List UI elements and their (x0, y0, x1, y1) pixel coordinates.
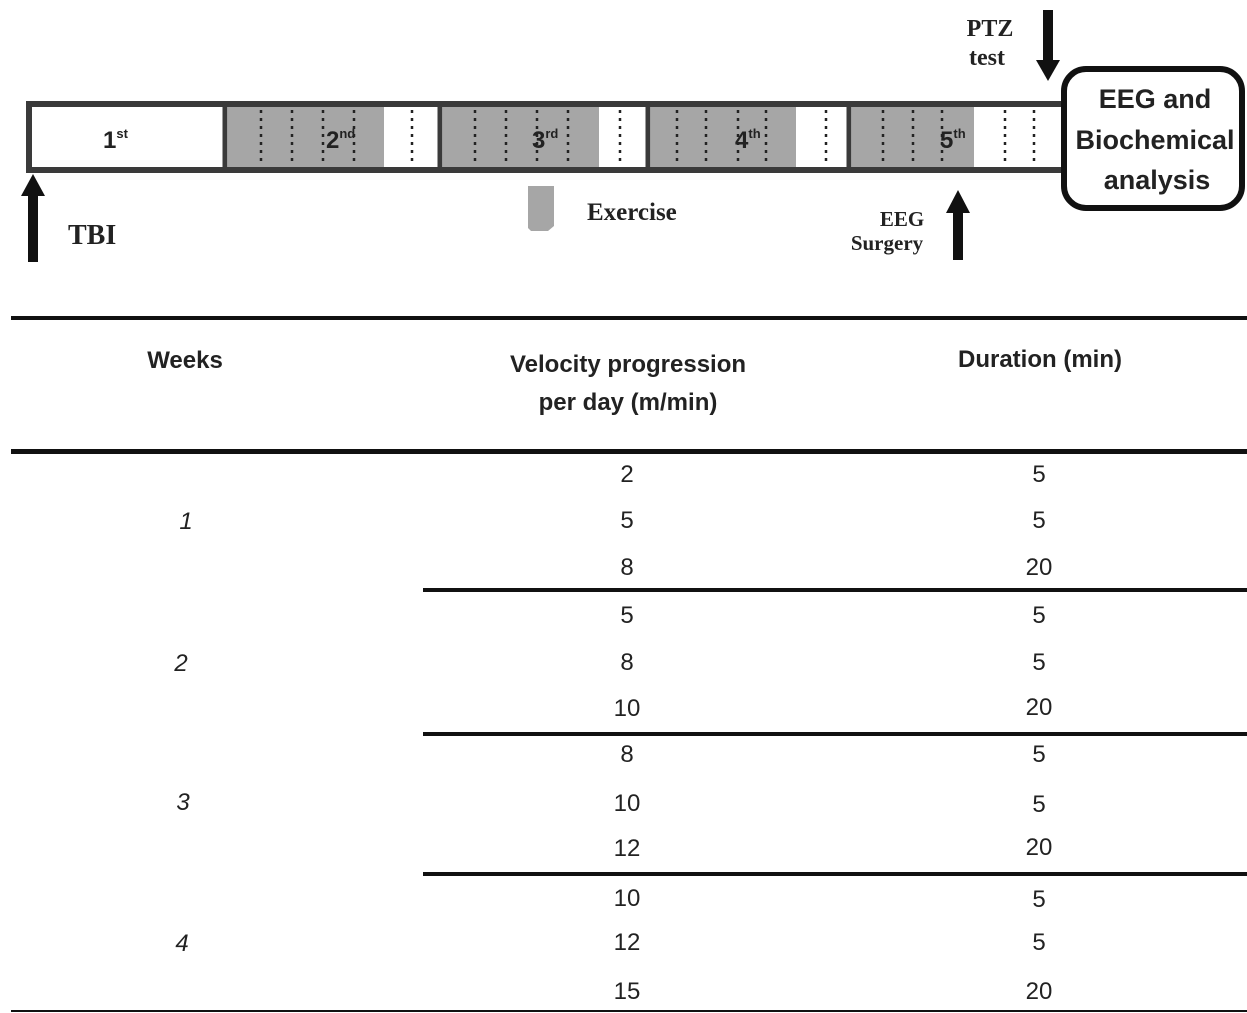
eeg-surgery-label-line-1: EEG (880, 207, 924, 231)
ptz-down-arrow-icon (1036, 10, 1060, 81)
header-velocity: Velocity progression per day (m/min) (448, 346, 808, 422)
week-cell-2: 2 (174, 650, 188, 677)
week-label-5: 5th (940, 126, 966, 154)
velocity-cell: 2 (620, 461, 634, 488)
duration-cell: 5 (1032, 741, 1046, 768)
duration-cell: 20 (1025, 694, 1053, 721)
velocity-cell: 5 (620, 507, 634, 534)
eeg-surgery-up-arrow-icon (946, 190, 970, 260)
velocity-cell: 12 (613, 835, 641, 862)
experimental-timeline: 1st 2nd 3rd 4th 5th EEG and Biochemical … (21, 10, 1245, 262)
eeg-surgery-label-line-2: Surgery (851, 231, 924, 255)
ptz-label-line-2: test (969, 45, 1005, 71)
final-box-line-1: EEG and (1099, 84, 1212, 114)
exercise-block-week-3 (443, 107, 599, 167)
duration-cell: 5 (1032, 791, 1046, 818)
group-rule (423, 732, 1247, 736)
eeg-biochemical-box (1061, 66, 1245, 211)
velocity-cell: 5 (620, 602, 634, 629)
week-cell-4: 4 (175, 930, 189, 957)
day-separators (259, 110, 1036, 166)
header-velocity-line-2: per day (m/min) (538, 389, 718, 416)
week-label-3: 3rd (532, 126, 558, 154)
week-cell-3: 3 (176, 789, 190, 816)
week-separators (222, 104, 852, 170)
header-duration: Duration (min) (958, 346, 1122, 373)
exercise-protocol-table: Weeks Velocity progression per day (m/mi… (0, 300, 1247, 1013)
final-box-line-2: Biochemical (1075, 125, 1234, 155)
velocity-cell: 10 (613, 790, 641, 817)
velocity-cell: 15 (613, 978, 641, 1005)
velocity-cell: 12 (613, 929, 641, 956)
table-header-rule (11, 449, 1247, 454)
duration-cell: 5 (1032, 886, 1046, 913)
exercise-legend-swatch (528, 186, 554, 231)
table-top-rule (11, 316, 1247, 320)
week-cell-1: 1 (179, 508, 193, 535)
velocity-cell: 10 (613, 695, 641, 722)
tbi-up-arrow-icon (21, 174, 45, 262)
header-weeks: Weeks (147, 347, 223, 374)
table-bottom-rule (11, 1010, 1247, 1012)
duration-cell: 20 (1025, 554, 1053, 581)
ptz-label-line-1: PTZ (967, 16, 1014, 42)
duration-cell: 20 (1025, 834, 1053, 861)
week-label-1: 1st (103, 126, 129, 154)
velocity-cell: 8 (620, 649, 634, 676)
duration-cell: 5 (1032, 649, 1046, 676)
duration-cell: 5 (1032, 602, 1046, 629)
exercise-block-week-2 (228, 107, 384, 167)
final-box-line-3: analysis (1104, 165, 1211, 195)
header-velocity-line-1: Velocity progression (509, 351, 747, 378)
tbi-label: TBI (68, 220, 116, 251)
week-label-4: 4th (735, 126, 761, 154)
velocity-cell: 8 (620, 554, 634, 581)
group-rule (423, 588, 1247, 592)
exercise-label: Exercise (587, 199, 677, 226)
duration-cell: 20 (1025, 978, 1053, 1005)
duration-cell: 5 (1032, 929, 1046, 956)
week-label-2: 2nd (326, 126, 355, 154)
group-rule (423, 872, 1247, 876)
velocity-cell: 10 (613, 885, 641, 912)
duration-cell: 5 (1032, 507, 1046, 534)
velocity-cell: 8 (620, 741, 634, 768)
duration-cell: 5 (1032, 461, 1046, 488)
exercise-block-week-4 (651, 107, 796, 167)
